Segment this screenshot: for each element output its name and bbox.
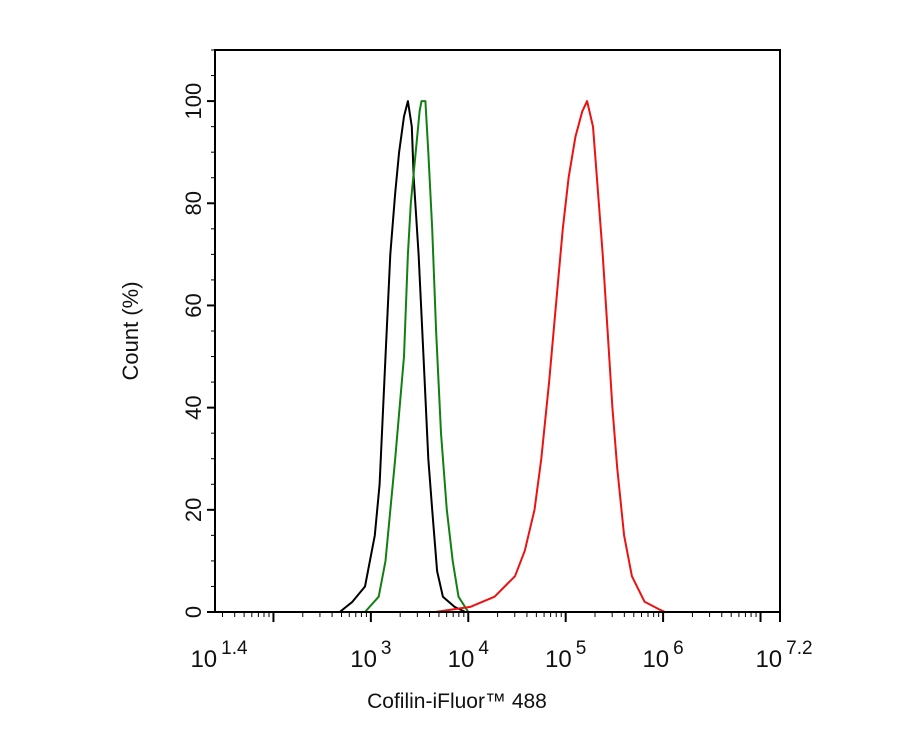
series-line-red	[435, 100, 666, 613]
y-tick-label: 60	[181, 293, 206, 317]
y-tick-label: 20	[181, 498, 206, 522]
x-tick-base: 10	[448, 646, 475, 673]
series-line-green	[364, 100, 470, 613]
x-axis-label: Cofilin-iFluor™ 488	[367, 690, 547, 713]
x-tick-exponent: 3	[381, 638, 392, 659]
x-tick-label: 10 7.2	[755, 638, 812, 673]
x-tick-base: 10	[642, 646, 669, 673]
x-tick-label: 10 5	[545, 638, 586, 673]
x-tick-exponent: 4	[478, 638, 489, 659]
y-tick-label: 0	[181, 606, 206, 618]
x-tick-label: 10 4	[448, 638, 490, 673]
y-tick-label: 100	[181, 83, 206, 120]
plot-frame	[214, 49, 781, 613]
x-tick-base: 10	[190, 646, 217, 673]
y-tick-label: 80	[181, 191, 206, 215]
x-tick-exponent: 1.4	[221, 638, 248, 659]
x-tick-exponent: 7.2	[786, 638, 812, 659]
x-tick-base: 10	[545, 646, 572, 673]
y-tick-label: 40	[181, 395, 206, 419]
x-tick-label: 10 3	[350, 638, 391, 673]
x-tick-label: 10 1.4	[190, 638, 248, 673]
x-tick-base: 10	[350, 646, 377, 673]
x-tick-label: 10 6	[642, 638, 683, 673]
y-axis-label: Count (%)	[118, 281, 143, 380]
x-tick-exponent: 5	[576, 638, 587, 659]
x-tick-base: 10	[755, 646, 782, 673]
series-line-black	[339, 100, 466, 613]
x-tick-exponent: 6	[673, 638, 684, 659]
